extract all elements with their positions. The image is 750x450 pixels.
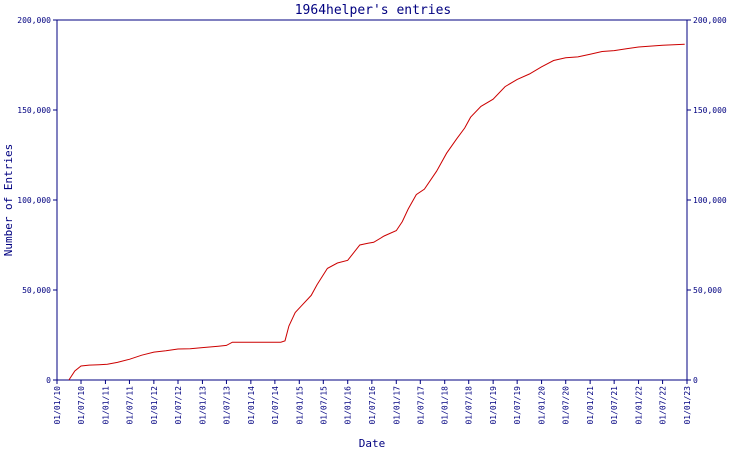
y-tick-label-right: 50,000 xyxy=(693,286,722,295)
x-tick-label: 01/07/22 xyxy=(659,386,668,425)
x-tick-label: 01/07/10 xyxy=(77,386,86,425)
x-tick-label: 01/01/16 xyxy=(344,386,353,425)
x-tick-label: 01/01/12 xyxy=(150,386,159,425)
x-tick-label: 01/07/12 xyxy=(174,386,183,425)
y-axis-ticks: 0 0 50,000 50,000 100,000 100,000 150,000 150,0… xyxy=(17,16,727,385)
x-tick-label: 01/01/22 xyxy=(635,386,644,425)
x-tick-label: 01/01/15 xyxy=(295,386,304,425)
y-tick-label-right: 150,000 xyxy=(693,106,727,115)
x-tick-label: 01/07/16 xyxy=(368,386,377,425)
x-tick-label: 01/07/15 xyxy=(319,386,328,425)
chart-title: 1964helper's entries xyxy=(295,3,452,18)
x-tick-label: 01/07/21 xyxy=(610,386,619,425)
y-tick-label-left: 200,000 xyxy=(17,16,51,25)
y-tick-label-right: 200,000 xyxy=(693,16,727,25)
x-tick-label: 01/07/17 xyxy=(416,386,425,425)
x-tick-label: 01/01/23 xyxy=(683,386,692,425)
x-tick-label: 01/07/13 xyxy=(222,386,231,425)
x-tick-label: 01/01/10 xyxy=(53,386,62,425)
x-tick-label: 01/07/18 xyxy=(465,386,474,425)
x-tick-label: 01/07/19 xyxy=(513,386,522,425)
x-axis-ticks: 01/01/10 01/07/10 01/01/11 01/07/11 01/01/12… xyxy=(53,380,692,425)
y-tick-label-left: 100,000 xyxy=(17,196,51,205)
series-layer xyxy=(68,43,685,381)
x-tick-label: 01/01/19 xyxy=(489,386,498,425)
x-tick-label: 01/01/13 xyxy=(198,386,207,425)
x-tick-label: 01/01/17 xyxy=(392,386,401,425)
y-tick-label-left: 0 xyxy=(46,376,51,385)
x-axis-title: Date xyxy=(359,437,386,450)
plot-frame xyxy=(56,19,688,381)
x-tick-label: 01/01/14 xyxy=(247,386,256,425)
x-tick-label: 01/07/11 xyxy=(125,386,134,425)
x-tick-label: 01/07/14 xyxy=(271,386,280,425)
x-tick-label: 01/01/20 xyxy=(538,386,547,425)
entries-series-line xyxy=(68,43,685,381)
x-tick-label: 01/01/18 xyxy=(441,386,450,425)
y-tick-label-right: 100,000 xyxy=(693,196,727,205)
y-tick-label-left: 150,000 xyxy=(17,106,51,115)
x-tick-label: 01/01/11 xyxy=(101,386,110,425)
y-tick-label-right: 0 xyxy=(693,376,698,385)
y-tick-label-left: 50,000 xyxy=(22,286,51,295)
x-tick-label: 01/01/21 xyxy=(586,386,595,425)
x-tick-label: 01/07/20 xyxy=(562,386,571,425)
y-axis-title: Number of Entries xyxy=(2,144,15,257)
